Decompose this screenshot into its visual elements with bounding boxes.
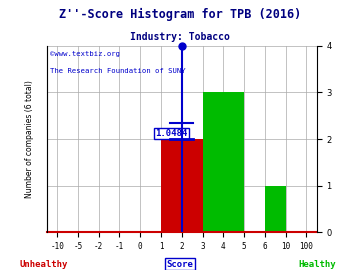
Text: Industry: Tobacco: Industry: Tobacco — [130, 32, 230, 42]
Bar — [265, 186, 285, 232]
Bar — [161, 139, 203, 232]
Text: Z''-Score Histogram for TPB (2016): Z''-Score Histogram for TPB (2016) — [59, 8, 301, 21]
Text: Score: Score — [167, 260, 193, 269]
Bar — [203, 92, 244, 232]
Text: Healthy: Healthy — [298, 260, 336, 269]
Text: Unhealthy: Unhealthy — [19, 260, 67, 269]
Text: ©www.textbiz.org: ©www.textbiz.org — [50, 52, 120, 58]
Text: 1.0484: 1.0484 — [155, 129, 188, 138]
Text: The Research Foundation of SUNY: The Research Foundation of SUNY — [50, 68, 185, 74]
Y-axis label: Number of companies (6 total): Number of companies (6 total) — [25, 80, 34, 198]
